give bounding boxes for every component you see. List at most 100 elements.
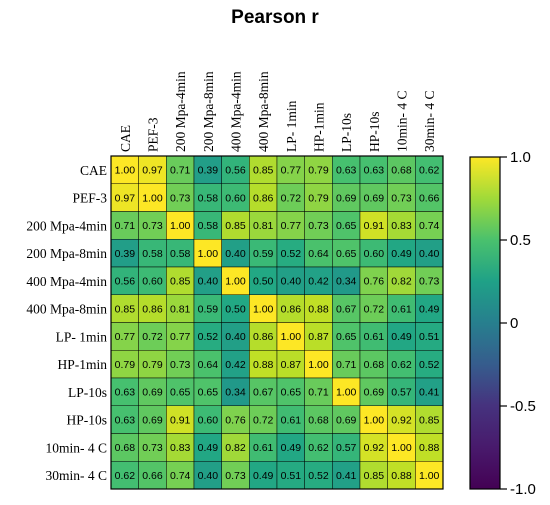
heatmap-cell	[359, 155, 388, 184]
cell-value-label: 0.85	[419, 414, 440, 426]
cell-value-label: 0.65	[336, 331, 357, 343]
cell-value-label: 0.57	[336, 442, 357, 454]
cell-value-label: 0.60	[142, 276, 163, 288]
cell-value-label: 0.34	[225, 387, 246, 399]
cell-value-label: 0.73	[142, 442, 163, 454]
cell-value-label: 0.50	[225, 303, 246, 315]
cell-value-label: 0.41	[419, 387, 440, 399]
row-label: 400 Mpa-4min	[26, 274, 107, 289]
heatmap-cell	[193, 405, 222, 434]
heatmap-cell	[110, 294, 139, 323]
colorbar-ticks: 1.0 0.5 0 -0.5 -1.0	[500, 149, 536, 498]
cell-value-label: 0.72	[281, 192, 302, 204]
heatmap-cell	[193, 239, 222, 268]
row-label: PEF-3	[72, 191, 107, 206]
heatmap-cell	[221, 405, 250, 434]
heatmap-cell	[193, 183, 222, 212]
column-label: HP-10s	[367, 111, 382, 152]
heatmap-cell	[415, 155, 444, 184]
heatmap-cell	[110, 239, 139, 268]
column-label: 200 Mpa-4min	[173, 71, 188, 152]
heatmap-cell	[276, 266, 305, 295]
heatmap-cell	[193, 294, 222, 323]
column-label: HP-1min	[312, 102, 327, 152]
row-label: 10min- 4 C	[45, 440, 107, 455]
heatmap-cell	[138, 405, 167, 434]
heatmap-cell	[276, 433, 305, 462]
cell-value-label: 0.66	[142, 470, 163, 482]
column-label: 400 Mpa-4min	[229, 71, 244, 152]
cell-value-label: 0.67	[253, 387, 274, 399]
cell-value-label: 0.41	[336, 470, 357, 482]
heatmap-cell	[110, 155, 139, 184]
row-label: 200 Mpa-4min	[26, 218, 107, 233]
cell-value-label: 0.52	[419, 359, 440, 371]
cell-value-label: 0.50	[253, 276, 274, 288]
cell-value-label: 0.86	[281, 303, 302, 315]
cell-value-label: 0.39	[198, 165, 219, 177]
heatmap-cell	[221, 350, 250, 379]
heatmap-cell	[166, 211, 195, 240]
cell-value-label: 1.00	[419, 470, 440, 482]
heatmap-cell	[276, 461, 305, 490]
row-label: HP-10s	[66, 413, 107, 428]
heatmap-cell	[221, 211, 250, 240]
cell-value-label: 0.71	[336, 359, 357, 371]
heatmap-cell	[249, 183, 278, 212]
cell-value-label: 0.60	[364, 248, 385, 260]
heatmap-cell	[304, 183, 333, 212]
cell-value-label: 0.40	[225, 248, 246, 260]
cell-value-label: 0.61	[391, 303, 412, 315]
row-label: 30min- 4 C	[45, 468, 107, 483]
cell-value-label: 0.65	[170, 387, 191, 399]
cell-value-label: 0.68	[308, 414, 329, 426]
cell-value-label: 0.88	[391, 470, 412, 482]
cell-value-label: 0.97	[142, 165, 163, 177]
cell-value-label: 0.79	[142, 359, 163, 371]
heatmap-cell	[387, 239, 416, 268]
cell-value-label: 0.42	[225, 359, 246, 371]
cell-value-label: 0.61	[253, 442, 274, 454]
cell-value-label: 0.86	[142, 303, 163, 315]
heatmap-cell	[221, 322, 250, 351]
heatmap-cell	[276, 322, 305, 351]
cell-value-label: 0.71	[115, 220, 136, 232]
heatmap-cell	[110, 266, 139, 295]
cell-value-label: 0.39	[115, 248, 136, 260]
cell-value-label: 0.85	[225, 220, 246, 232]
cell-value-label: 0.40	[281, 276, 302, 288]
cell-value-label: 0.69	[364, 387, 385, 399]
heatmap-cell	[249, 377, 278, 406]
cell-value-label: 0.34	[336, 276, 357, 288]
cell-value-label: 0.82	[391, 276, 412, 288]
heatmap-cell	[276, 294, 305, 323]
cell-value-label: 0.61	[364, 331, 385, 343]
cell-value-label: 0.88	[253, 359, 274, 371]
cell-value-label: 0.85	[364, 470, 385, 482]
heatmap-cell	[166, 266, 195, 295]
cell-value-label: 0.92	[364, 442, 385, 454]
cell-value-label: 0.59	[253, 248, 274, 260]
cell-value-label: 0.60	[225, 192, 246, 204]
heatmap-cell	[304, 377, 333, 406]
cell-value-label: 0.76	[364, 276, 385, 288]
heatmap-cell	[276, 211, 305, 240]
cell-value-label: 0.58	[198, 192, 219, 204]
cell-value-label: 0.49	[253, 470, 274, 482]
row-label: HP-1min	[57, 357, 107, 372]
heatmap-cell	[193, 322, 222, 351]
row-label: 400 Mpa-8min	[26, 302, 107, 317]
column-label: 400 Mpa-8min	[256, 71, 271, 152]
heatmap-cell	[304, 433, 333, 462]
cell-value-label: 0.77	[281, 165, 302, 177]
heatmap-cell	[332, 294, 361, 323]
cell-value-label: 0.73	[308, 220, 329, 232]
cell-value-label: 0.69	[336, 192, 357, 204]
cell-value-label: 1.00	[336, 387, 357, 399]
cell-value-label: 0.67	[336, 303, 357, 315]
cell-value-label: 0.83	[391, 220, 412, 232]
column-label: PEF-3	[146, 117, 161, 152]
column-label: 30min- 4 C	[422, 90, 437, 152]
cell-value-label: 0.69	[142, 387, 163, 399]
